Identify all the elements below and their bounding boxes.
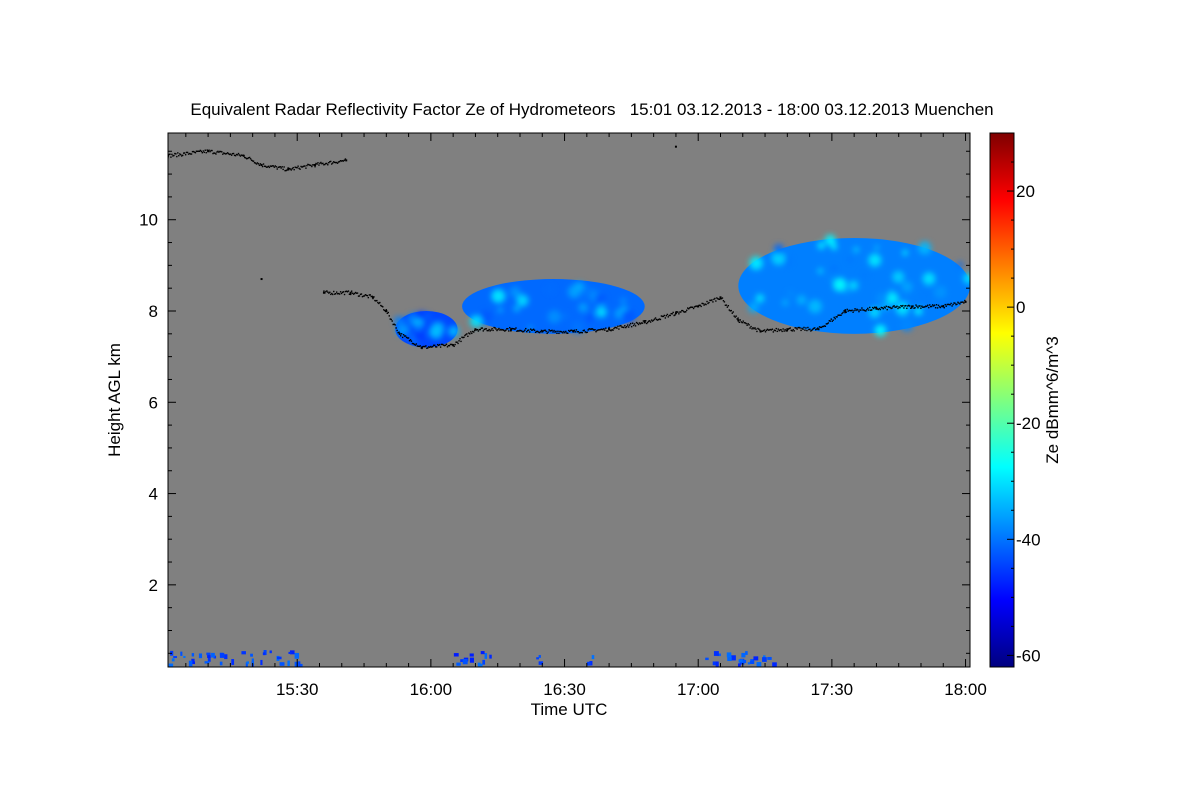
y-axis: 2 4 6 8 10	[139, 150, 970, 654]
x-tick-label: 16:30	[543, 680, 586, 699]
cloud-base-point	[674, 312, 677, 315]
cloud-base-point	[510, 328, 513, 331]
cloud-base-point	[314, 163, 317, 166]
cloud-base-point	[942, 305, 945, 308]
y-tick-label: 2	[149, 576, 158, 595]
colorbar	[989, 132, 1015, 668]
echo-region-cloud-2	[462, 279, 645, 334]
colorbar-tick-label: 0	[1016, 298, 1025, 317]
cloud-base-point	[719, 296, 722, 299]
y-tick-label: 6	[149, 393, 158, 412]
colorbar-ticks: 20 0 -20 -40 -60	[1007, 132, 1041, 665]
chart-title: Equivalent Radar Reflectivity Factor Ze …	[190, 100, 993, 119]
echo-region-cloud-3	[738, 234, 970, 337]
cloud-base-point	[420, 346, 423, 349]
cloud-base-point	[844, 310, 847, 312]
cloud-base-point	[643, 321, 646, 324]
colorbar-tick-label: 20	[1016, 182, 1035, 201]
echo-layer	[394, 234, 970, 348]
x-tick-label: 17:00	[677, 680, 720, 699]
cloud-base-point	[964, 300, 967, 303]
y-tick-label: 4	[149, 485, 158, 504]
cloud-base-point	[572, 330, 575, 333]
cloud-base-point	[371, 296, 374, 299]
cloud-base-point	[875, 307, 878, 310]
x-tick-label: 17:30	[811, 680, 854, 699]
x-axis-label: Time UTC	[531, 700, 608, 719]
cloud-base-point	[385, 310, 388, 312]
x-tick-label: 16:00	[410, 680, 453, 699]
ground-clutter-layer	[168, 650, 777, 667]
colorbar-tick-label: -60	[1016, 646, 1041, 665]
plot-background	[168, 133, 970, 667]
colorbar-tick-label: -20	[1016, 414, 1041, 433]
cloud-base-point	[287, 168, 290, 171]
colorbar-label: Ze dBmm^6/m^3	[1043, 336, 1062, 463]
cloud-base-point	[674, 145, 677, 148]
cloud-base-point	[786, 328, 789, 331]
cloud-base-point	[322, 291, 325, 294]
x-tick-label: 18:00	[944, 680, 987, 699]
cloud-base-point	[345, 159, 348, 162]
cloud-base-point	[608, 328, 611, 331]
colorbar-tick-label: -40	[1016, 530, 1041, 549]
plot-frame	[167, 132, 971, 668]
y-tick-label: 10	[139, 211, 158, 230]
x-tick-label: 15:30	[276, 680, 319, 699]
y-tick-label: 8	[149, 302, 158, 321]
cloud-base-point	[349, 291, 352, 294]
cloud-base-layer	[168, 145, 967, 350]
x-axis: 15:30 16:00 16:30 17:00 17:30 18:00	[185, 133, 987, 699]
y-axis-label: Height AGL km	[105, 343, 124, 457]
cloud-base-point	[737, 319, 740, 322]
cloud-base-point	[260, 278, 263, 281]
